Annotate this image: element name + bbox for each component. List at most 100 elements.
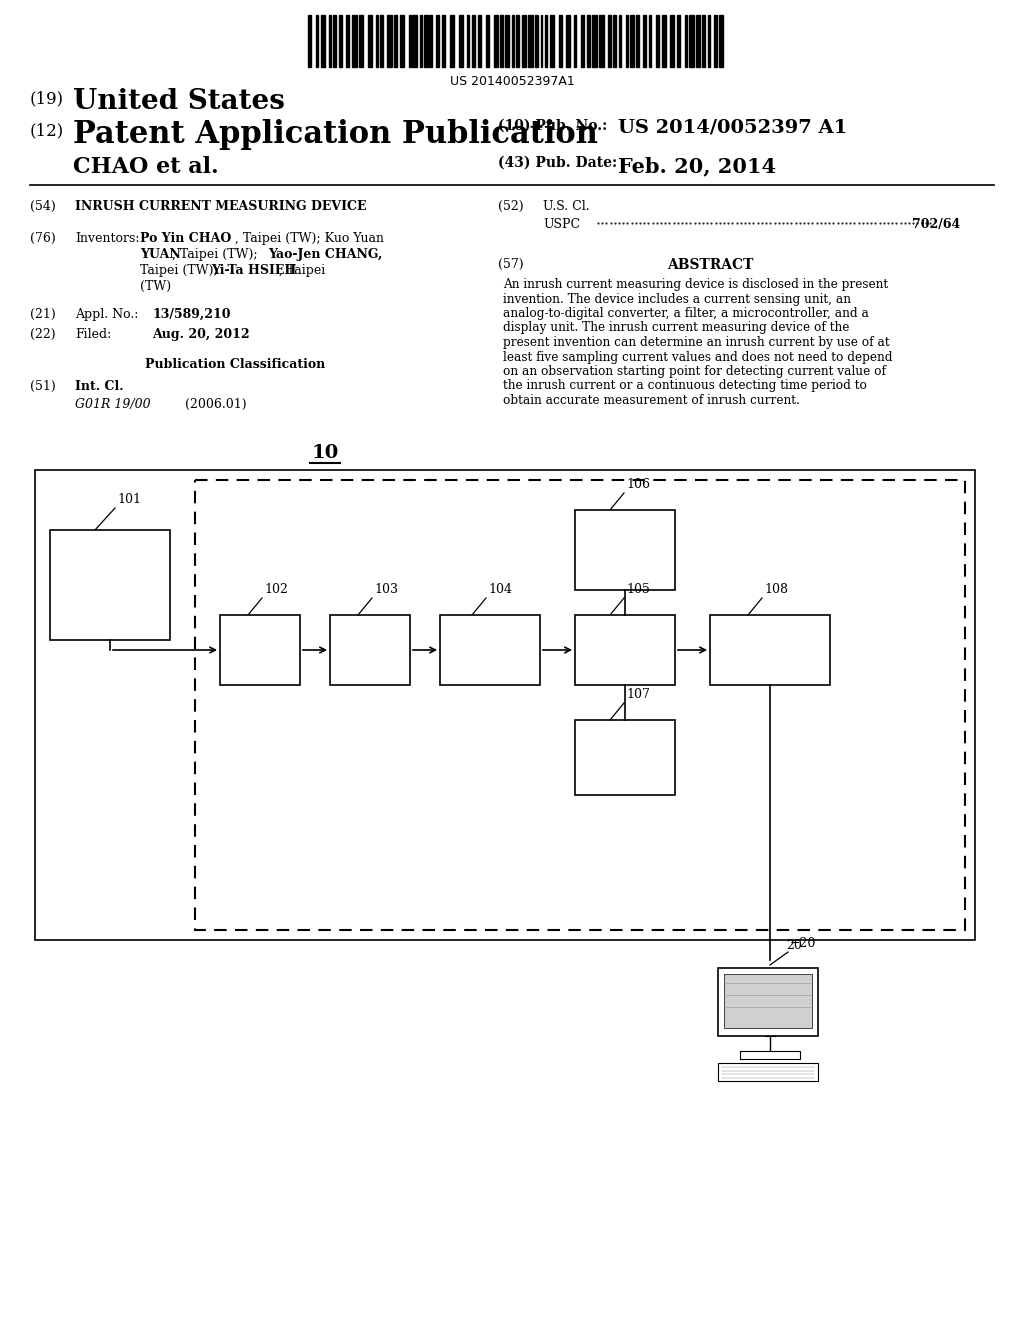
Bar <box>655 15 658 67</box>
Bar <box>399 15 404 67</box>
Bar <box>626 15 629 67</box>
Text: 104: 104 <box>488 583 512 597</box>
Bar <box>500 15 504 67</box>
Bar <box>702 15 705 67</box>
Text: display unit. The inrush current measuring device of the: display unit. The inrush current measuri… <box>503 322 849 334</box>
Bar <box>430 15 432 67</box>
Text: Aug. 20, 2012: Aug. 20, 2012 <box>152 327 250 341</box>
Text: Po Yin CHAO: Po Yin CHAO <box>140 232 231 246</box>
Bar <box>376 15 378 67</box>
Text: present invention can determine an inrush current by use of at: present invention can determine an inrus… <box>503 337 890 348</box>
Bar <box>740 1051 800 1059</box>
Bar <box>695 15 700 67</box>
Bar <box>710 615 830 685</box>
Bar <box>550 15 554 67</box>
Text: 108: 108 <box>764 583 788 597</box>
Bar <box>575 510 675 590</box>
Bar <box>599 15 604 67</box>
Text: (43) Pub. Date:: (43) Pub. Date: <box>498 156 617 170</box>
Bar <box>322 15 325 67</box>
Text: 102: 102 <box>264 583 288 597</box>
Text: (12): (12) <box>30 121 65 139</box>
Text: US 20140052397A1: US 20140052397A1 <box>450 75 574 88</box>
Bar <box>575 719 675 795</box>
Text: least five sampling current values and does not need to depend: least five sampling current values and d… <box>503 351 893 363</box>
Bar <box>333 15 336 67</box>
Text: −20: −20 <box>790 937 816 950</box>
Text: (TW): (TW) <box>140 280 171 293</box>
Bar <box>708 15 710 67</box>
Text: analog-to-digital converter, a filter, a microcontroller, and a: analog-to-digital converter, a filter, a… <box>503 308 869 319</box>
Bar <box>494 15 498 67</box>
Bar <box>387 15 392 67</box>
Text: 702/64: 702/64 <box>911 218 961 231</box>
Text: CHAO et al.: CHAO et al. <box>73 156 219 178</box>
Text: obtain accurate measurement of inrush current.: obtain accurate measurement of inrush cu… <box>503 393 800 407</box>
Text: Inventors:: Inventors: <box>75 232 139 246</box>
Bar <box>368 15 373 67</box>
Text: (51): (51) <box>30 380 55 393</box>
Bar <box>636 15 639 67</box>
Bar <box>424 15 429 67</box>
Bar <box>450 15 454 67</box>
Text: INRUSH CURRENT MEASURING DEVICE: INRUSH CURRENT MEASURING DEVICE <box>75 201 367 213</box>
Text: Feb. 20, 2014: Feb. 20, 2014 <box>618 156 776 176</box>
Text: US 2014/0052397 A1: US 2014/0052397 A1 <box>618 119 848 137</box>
Bar <box>618 15 622 67</box>
Bar <box>581 15 584 67</box>
Text: USPC: USPC <box>543 218 581 231</box>
Bar <box>566 15 569 67</box>
Bar <box>575 615 675 685</box>
Text: Patent Application Publication: Patent Application Publication <box>73 119 598 150</box>
Bar <box>685 15 687 67</box>
Bar <box>352 15 356 67</box>
Bar <box>442 15 445 67</box>
Bar <box>50 531 170 640</box>
Bar <box>467 15 469 67</box>
Bar <box>420 15 422 67</box>
Text: Publication Classification: Publication Classification <box>144 358 326 371</box>
Bar <box>459 15 463 67</box>
Bar <box>413 15 417 67</box>
Bar <box>358 15 364 67</box>
Text: Filed:: Filed: <box>75 327 112 341</box>
Bar <box>472 15 475 67</box>
Bar <box>528 15 532 67</box>
Bar <box>195 480 965 931</box>
Bar <box>339 15 342 67</box>
Bar <box>478 15 481 67</box>
Bar <box>613 15 616 67</box>
Bar <box>308 15 311 67</box>
Bar <box>545 15 547 67</box>
Bar <box>541 15 543 67</box>
Bar <box>718 968 818 1036</box>
Text: 103: 103 <box>374 583 398 597</box>
Bar <box>718 1063 818 1081</box>
Text: , Taipei (TW); Kuo Yuan: , Taipei (TW); Kuo Yuan <box>234 232 384 246</box>
Text: (21): (21) <box>30 308 55 321</box>
Bar <box>505 15 509 67</box>
Text: G01R 19/00: G01R 19/00 <box>75 399 151 411</box>
Text: (52): (52) <box>498 201 523 213</box>
Text: 107: 107 <box>626 688 650 701</box>
Bar <box>649 15 651 67</box>
Bar <box>436 15 439 67</box>
Bar <box>220 615 300 685</box>
Text: An inrush current measuring device is disclosed in the present: An inrush current measuring device is di… <box>503 279 888 290</box>
Bar <box>643 15 646 67</box>
Bar <box>35 470 975 940</box>
Bar <box>440 615 540 685</box>
Bar <box>670 15 674 67</box>
Bar <box>558 15 562 67</box>
Bar <box>522 15 526 67</box>
Text: (76): (76) <box>30 232 55 246</box>
Bar <box>715 15 717 67</box>
Bar <box>592 15 597 67</box>
Bar <box>512 15 514 67</box>
Bar <box>380 15 383 67</box>
Text: invention. The device includes a current sensing unit, an: invention. The device includes a current… <box>503 293 851 305</box>
Text: (10) Pub. No.:: (10) Pub. No.: <box>498 119 607 133</box>
Bar <box>689 15 694 67</box>
Text: 106: 106 <box>626 478 650 491</box>
Text: 10: 10 <box>311 444 339 462</box>
